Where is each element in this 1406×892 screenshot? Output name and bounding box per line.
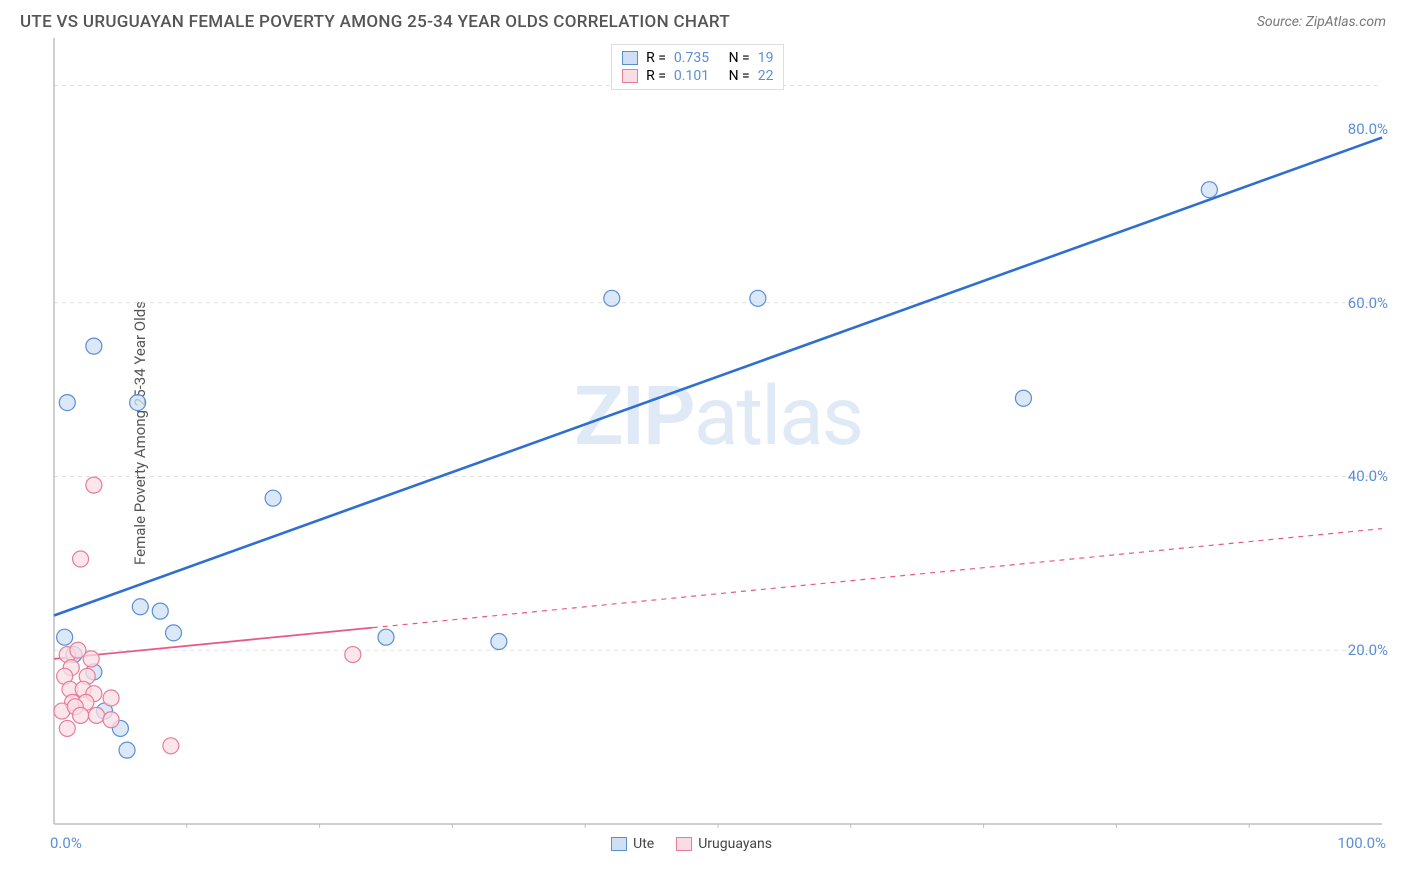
scatter-plot <box>50 38 1386 828</box>
legend-item-ute: Ute <box>611 836 654 852</box>
legend-item-uruguayans: Uruguayans <box>676 836 772 852</box>
correlation-legend: R = 0.735 N = 19 R = 0.101 N = 22 <box>611 44 784 90</box>
ute-r-value: 0.735 <box>674 50 709 66</box>
y-tick-label: 80.0% <box>1348 120 1388 138</box>
uruguayans-swatch-icon <box>622 69 638 83</box>
ute-swatch-icon <box>611 837 627 851</box>
chart-area: Female Poverty Among 25-34 Year Olds ZIP… <box>50 38 1386 828</box>
y-tick-label: 40.0% <box>1348 467 1388 485</box>
chart-title: UTE VS URUGUAYAN FEMALE POVERTY AMONG 25… <box>20 12 730 32</box>
ute-swatch-icon <box>622 51 638 65</box>
legend-row-uruguayans: R = 0.101 N = 22 <box>622 67 773 85</box>
y-tick-label: 20.0% <box>1348 641 1388 659</box>
uruguayans-swatch-icon <box>676 837 692 851</box>
ute-n-value: 19 <box>758 50 774 66</box>
source-label: Source: ZipAtlas.com <box>1257 14 1386 30</box>
legend-row-ute: R = 0.735 N = 19 <box>622 49 773 67</box>
x-axis-min-label: 0.0% <box>50 834 82 852</box>
series-legend: Ute Uruguayans <box>611 836 772 852</box>
chart-header: UTE VS URUGUAYAN FEMALE POVERTY AMONG 25… <box>0 0 1406 38</box>
uruguayans-r-value: 0.101 <box>674 68 709 84</box>
y-tick-label: 60.0% <box>1348 294 1388 312</box>
x-axis-max-label: 100.0% <box>1337 834 1386 852</box>
uruguayans-n-value: 22 <box>758 68 774 84</box>
